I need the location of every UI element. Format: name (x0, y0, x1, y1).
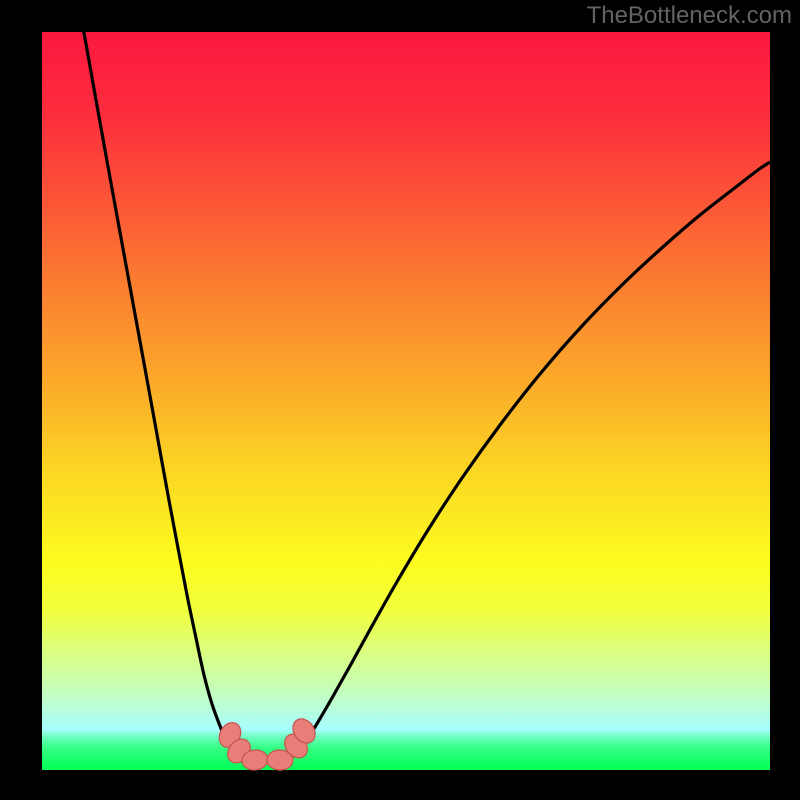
bottleneck-chart (0, 0, 800, 800)
watermark-text: TheBottleneck.com (587, 2, 792, 30)
chart-container: { "watermark": "TheBottleneck.com", "cha… (0, 0, 800, 800)
